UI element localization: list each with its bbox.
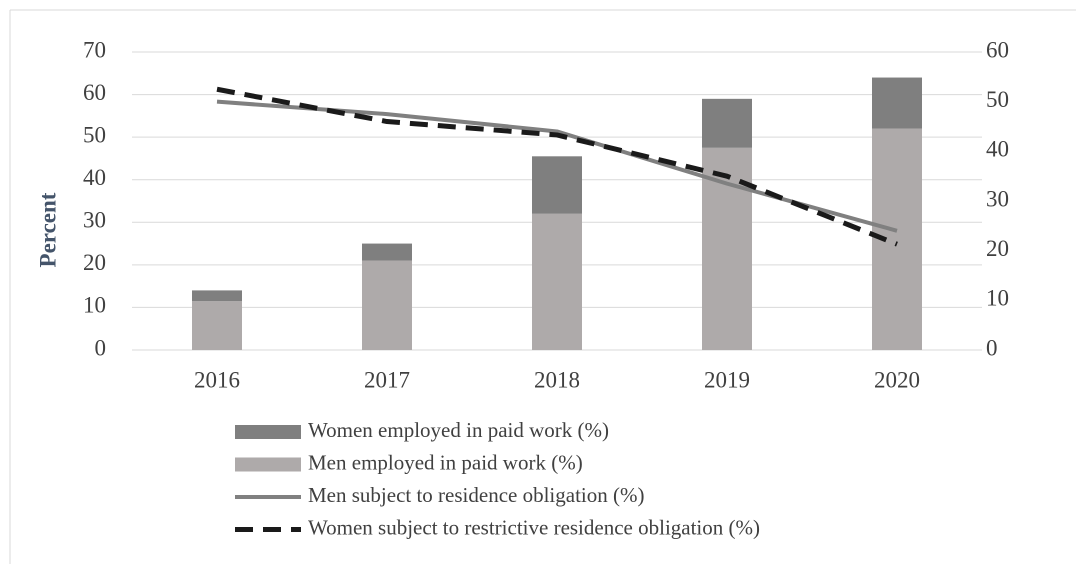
bar <box>532 213 582 350</box>
y2-tick-label: 10 <box>986 286 1009 311</box>
bar <box>532 156 582 214</box>
y2-tick-label: 60 <box>986 37 1009 62</box>
y-tick-label: 20 <box>83 250 106 275</box>
x-tick-label: 2017 <box>364 367 410 392</box>
y2-tick-label: 50 <box>986 87 1009 112</box>
y2-tick-label: 30 <box>986 186 1009 211</box>
legend-swatch <box>235 457 301 472</box>
x-tick-label: 2018 <box>534 367 580 392</box>
y2-tick-label: 40 <box>986 137 1009 162</box>
y-tick-label: 50 <box>83 122 106 147</box>
bar <box>192 301 242 350</box>
legend-label: Men employed in paid work (%) <box>308 450 583 474</box>
x-tick-label: 2019 <box>704 367 750 392</box>
legend-label: Men subject to residence obligation (%) <box>308 483 644 507</box>
y-tick-label: 0 <box>95 335 107 360</box>
y-tick-label: 40 <box>83 165 106 190</box>
y2-tick-label: 0 <box>986 335 998 360</box>
y-axis-title: Percent <box>35 192 60 267</box>
bar <box>192 290 242 302</box>
bar <box>362 243 412 261</box>
legend-label: Women subject to restrictive residence o… <box>308 515 760 539</box>
x-tick-label: 2016 <box>194 367 240 392</box>
bar <box>362 260 412 350</box>
y-tick-label: 60 <box>83 80 106 105</box>
line <box>216 86 898 247</box>
bar <box>872 77 922 129</box>
y-tick-label: 70 <box>83 37 106 62</box>
bar <box>702 98 752 148</box>
legend-swatch <box>235 425 301 439</box>
legend-label: Women employed in paid work (%) <box>308 418 609 442</box>
y-tick-label: 30 <box>83 208 106 233</box>
y-tick-label: 10 <box>83 293 106 318</box>
y2-tick-label: 20 <box>986 236 1009 261</box>
x-tick-label: 2020 <box>874 367 920 392</box>
